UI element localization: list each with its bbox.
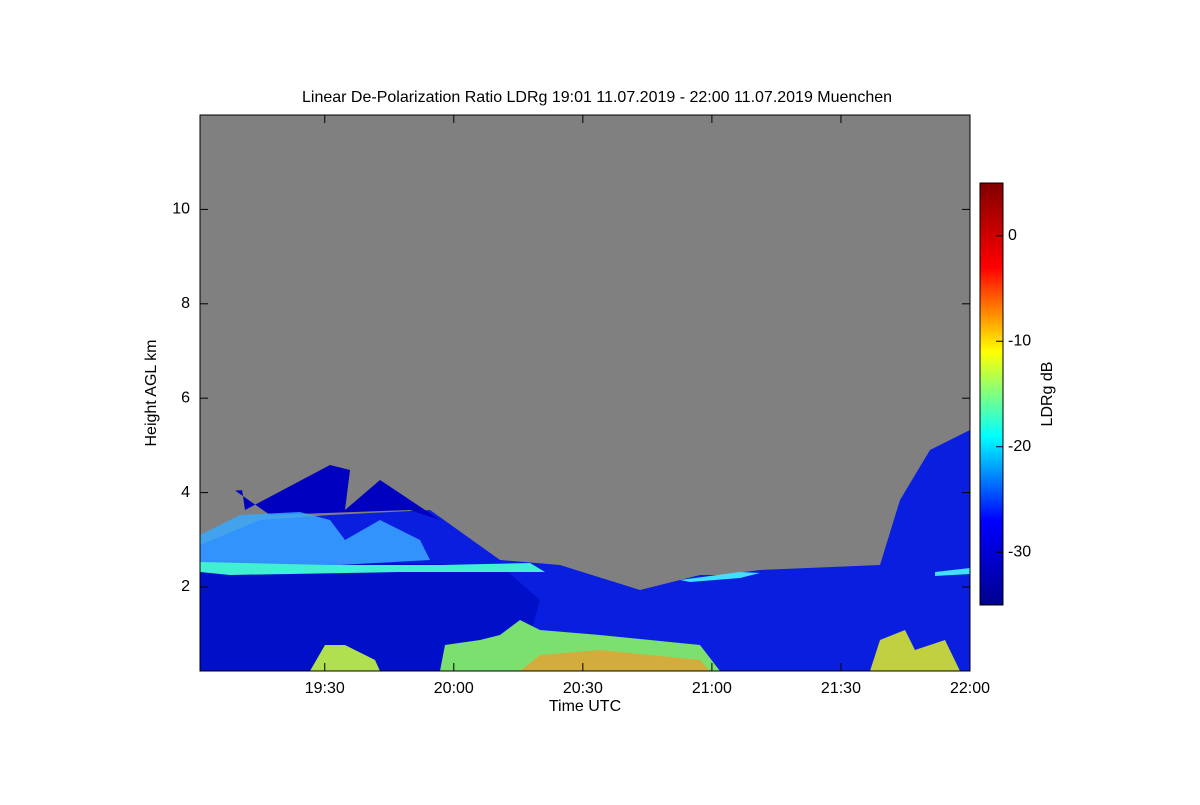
x-tick-label: 19:30 — [305, 680, 345, 697]
plot-frame — [199, 114, 971, 672]
x-tick-label: 21:00 — [692, 680, 732, 697]
colorbar-tick-label: 0 — [1008, 227, 1017, 244]
x-tick-label: 22:00 — [950, 680, 990, 697]
chart-title: Linear De-Polarization Ratio LDRg 19:01 … — [302, 89, 892, 106]
colorbar — [979, 182, 1004, 606]
y-tick-label: 2 — [181, 578, 190, 595]
y-tick-label: 8 — [181, 295, 190, 312]
colorbar-label: LDRg dB — [1039, 362, 1056, 427]
y-tick-label: 10 — [172, 201, 190, 218]
y-tick-label: 4 — [181, 484, 190, 501]
colorbar-tick-label: -30 — [1008, 543, 1031, 560]
colorbar-tick-label: -20 — [1008, 438, 1031, 455]
x-tick-label: 20:00 — [434, 680, 474, 697]
x-tick-label: 21:30 — [821, 680, 861, 697]
y-tick-label: 6 — [181, 389, 190, 406]
x-axis-label: Time UTC — [549, 698, 621, 715]
x-tick-label: 20:30 — [563, 680, 603, 697]
field — [200, 430, 970, 671]
colorbar-tick-label: -10 — [1008, 332, 1031, 349]
y-axis-label: Height AGL km — [143, 339, 160, 446]
